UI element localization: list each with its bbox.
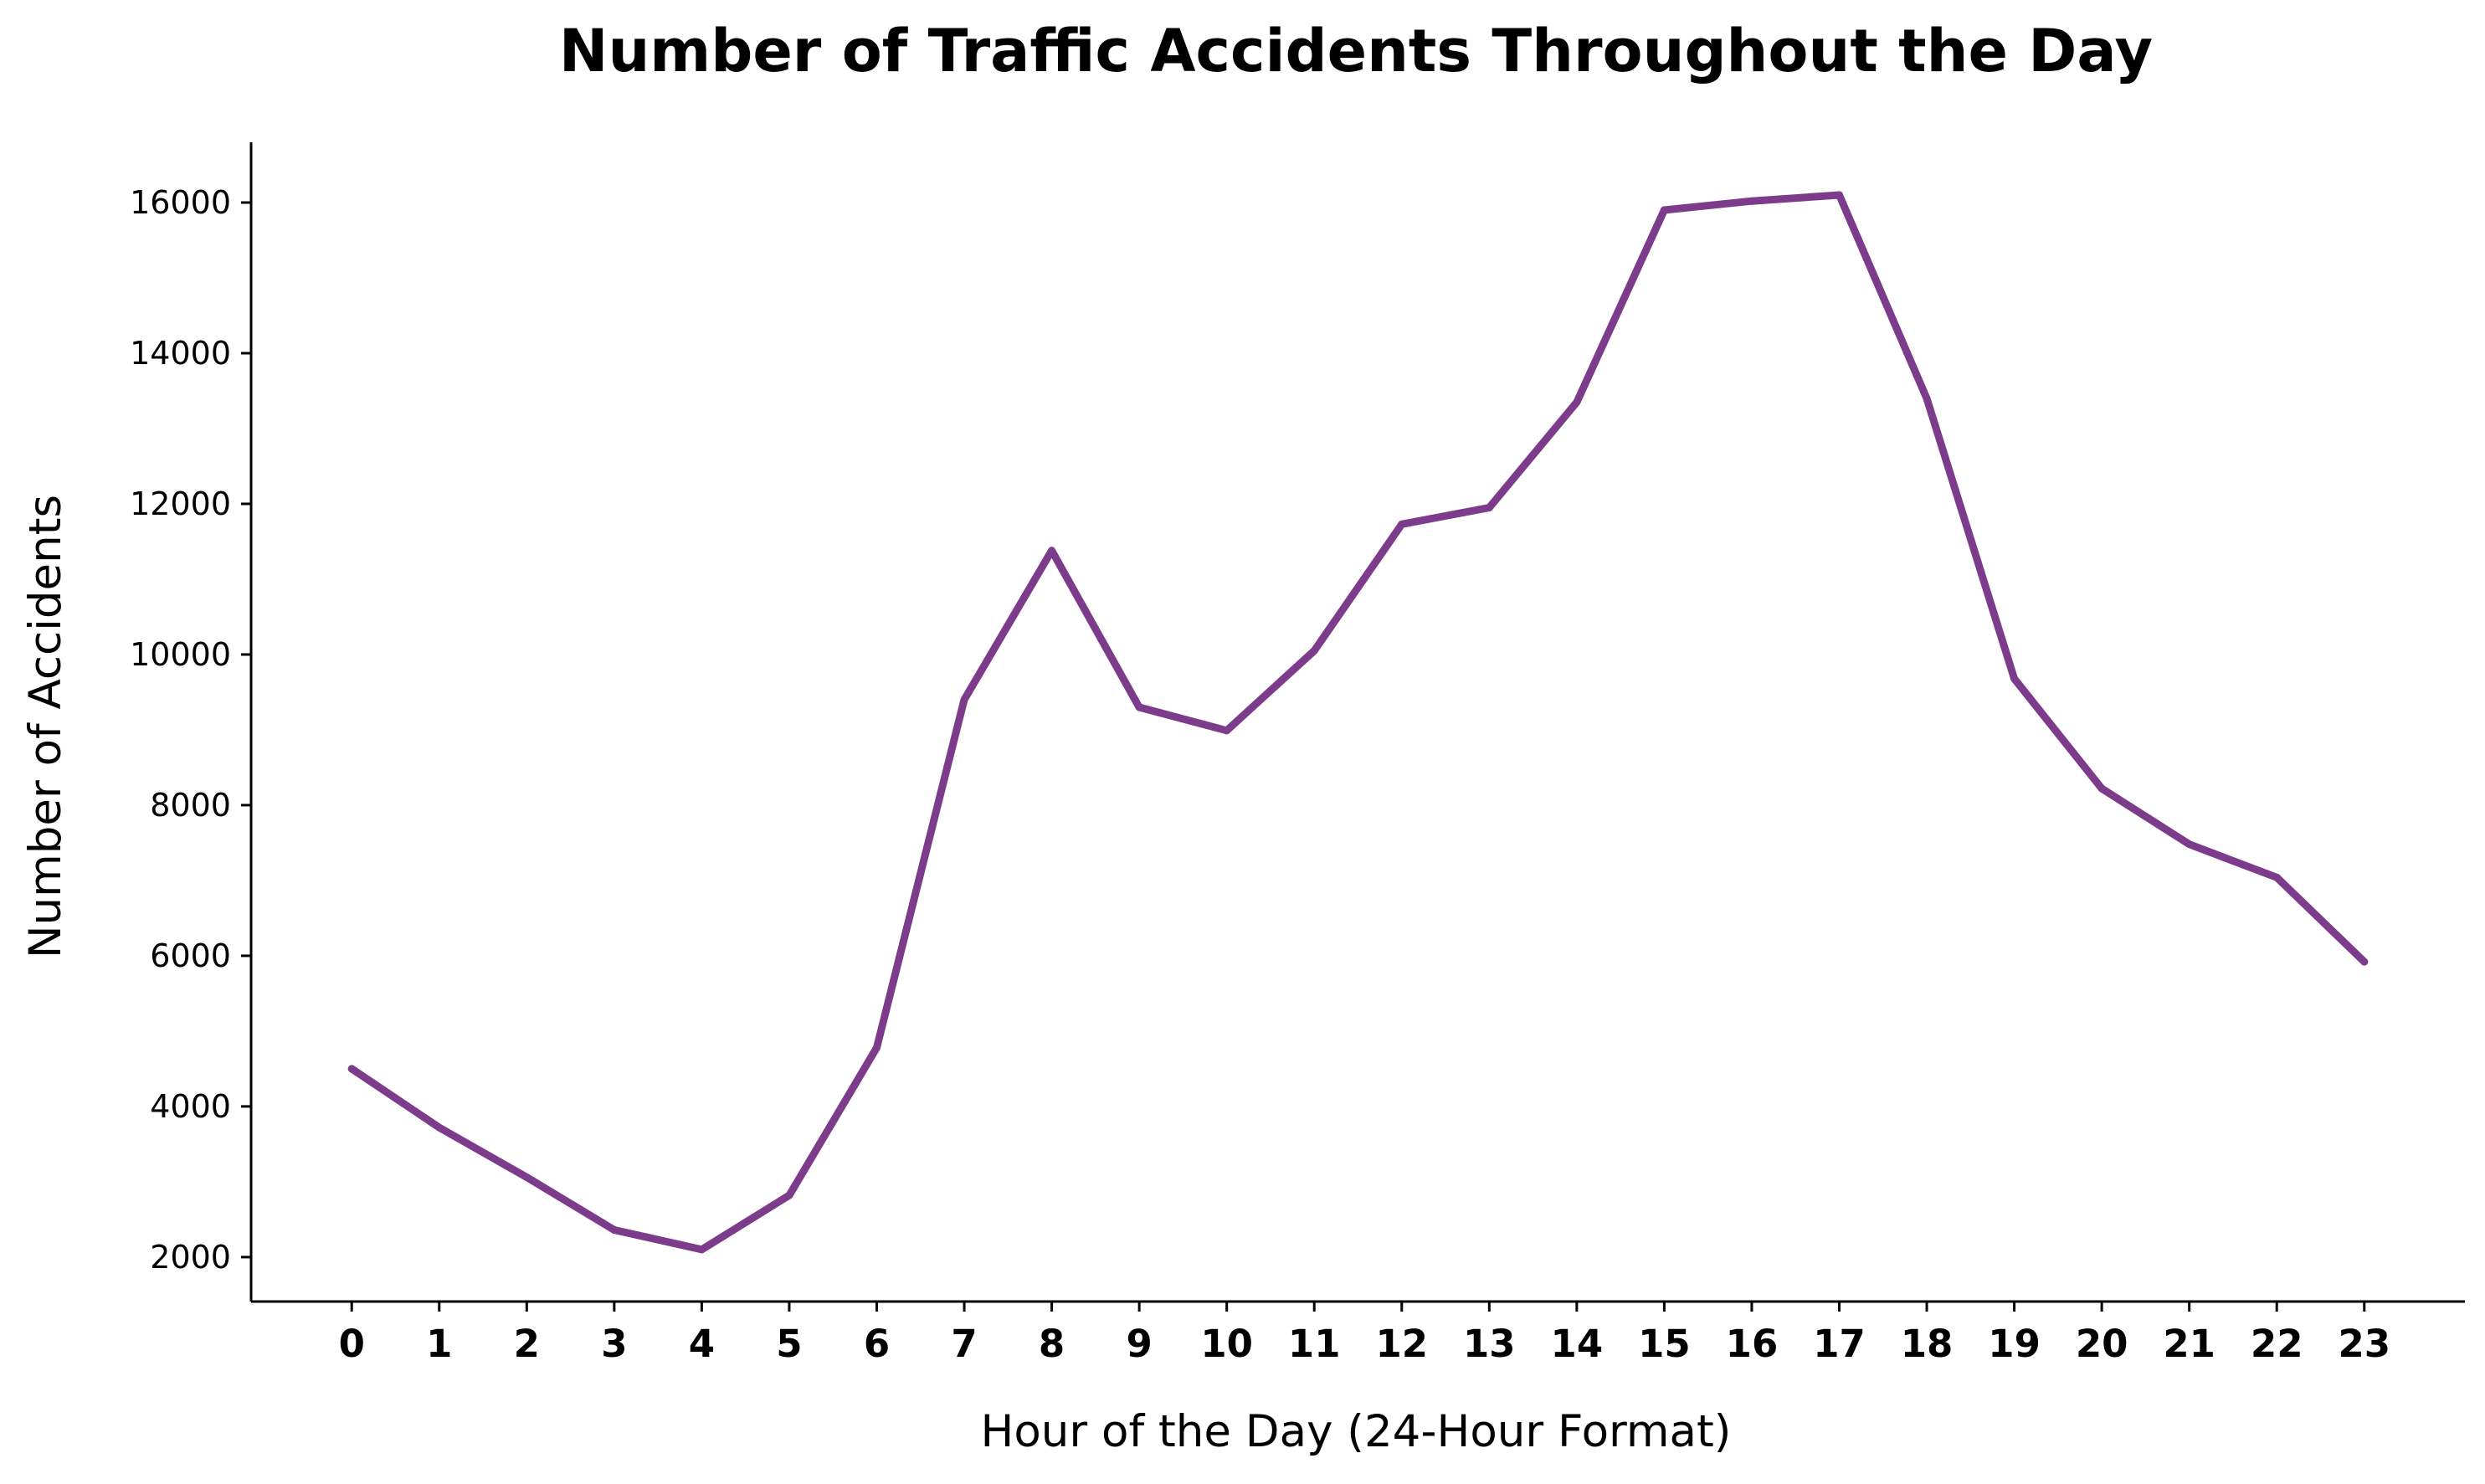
data-point bbox=[960, 696, 968, 704]
y-tick-label: 8000 bbox=[150, 787, 231, 824]
x-tick-label: 14 bbox=[1551, 1322, 1604, 1366]
x-tick-label: 21 bbox=[2163, 1322, 2215, 1366]
x-tick-label: 8 bbox=[1039, 1322, 1065, 1366]
x-tick-label: 0 bbox=[339, 1322, 365, 1366]
x-tick-label: 15 bbox=[1638, 1322, 1691, 1366]
x-tick-label: 1 bbox=[426, 1322, 452, 1366]
y-tick-label: 10000 bbox=[130, 636, 231, 673]
x-tick-label: 5 bbox=[776, 1322, 802, 1366]
data-point bbox=[785, 1191, 793, 1199]
x-axis-label: Hour of the Day (24-Hour Format) bbox=[981, 1406, 1732, 1457]
data-point bbox=[2097, 784, 2106, 793]
data-point bbox=[1748, 197, 1756, 205]
x-tick-label: 6 bbox=[864, 1322, 890, 1366]
data-point bbox=[1223, 727, 1231, 735]
x-tick-label: 7 bbox=[951, 1322, 977, 1366]
data-point bbox=[435, 1123, 444, 1132]
y-tick-label: 14000 bbox=[130, 335, 231, 372]
y-tick-label: 4000 bbox=[150, 1088, 231, 1125]
data-point bbox=[610, 1226, 619, 1235]
y-axis-label: Number of Accidents bbox=[20, 495, 71, 958]
data-point bbox=[1573, 398, 1581, 406]
series-line bbox=[347, 191, 2369, 1254]
data-point bbox=[2272, 873, 2281, 881]
data-point bbox=[1923, 394, 1931, 403]
x-tick-label: 11 bbox=[1288, 1322, 1341, 1366]
y-tick-label: 6000 bbox=[150, 937, 231, 974]
data-point bbox=[1310, 646, 1318, 655]
x-tick-label: 16 bbox=[1726, 1322, 1779, 1366]
x-tick-label: 3 bbox=[601, 1322, 627, 1366]
data-point bbox=[347, 1065, 356, 1073]
y-tick-label: 2000 bbox=[150, 1239, 231, 1276]
x-tick-label: 19 bbox=[1988, 1322, 2041, 1366]
data-point bbox=[1660, 206, 1668, 214]
x-tick-label: 23 bbox=[2338, 1322, 2390, 1366]
x-tick-label: 4 bbox=[689, 1322, 715, 1366]
data-point bbox=[2010, 675, 2019, 683]
data-point bbox=[522, 1173, 531, 1182]
x-tick-label: 17 bbox=[1813, 1322, 1866, 1366]
x-tick-label: 20 bbox=[2076, 1322, 2128, 1366]
data-point bbox=[1135, 703, 1143, 711]
x-tick-label: 10 bbox=[1200, 1322, 1253, 1366]
x-tick-label: 13 bbox=[1463, 1322, 1516, 1366]
x-tick-label: 9 bbox=[1126, 1322, 1152, 1366]
x-tick-label: 12 bbox=[1375, 1322, 1428, 1366]
x-tick-label: 2 bbox=[514, 1322, 540, 1366]
y-tick-label: 16000 bbox=[130, 184, 231, 221]
data-point bbox=[1836, 191, 1843, 199]
data-point bbox=[873, 1044, 881, 1052]
data-point bbox=[1398, 520, 1406, 528]
data-point bbox=[1485, 503, 1493, 511]
data-point bbox=[1048, 547, 1056, 555]
x-tick-label: 18 bbox=[1901, 1322, 1954, 1366]
x-tick-label: 22 bbox=[2251, 1322, 2303, 1366]
data-point bbox=[697, 1245, 706, 1254]
data-point bbox=[2360, 958, 2369, 966]
chart-title: Number of Traffic Accidents Throughout t… bbox=[559, 17, 2153, 85]
data-point bbox=[2185, 840, 2194, 849]
y-tick-label: 12000 bbox=[130, 485, 231, 522]
